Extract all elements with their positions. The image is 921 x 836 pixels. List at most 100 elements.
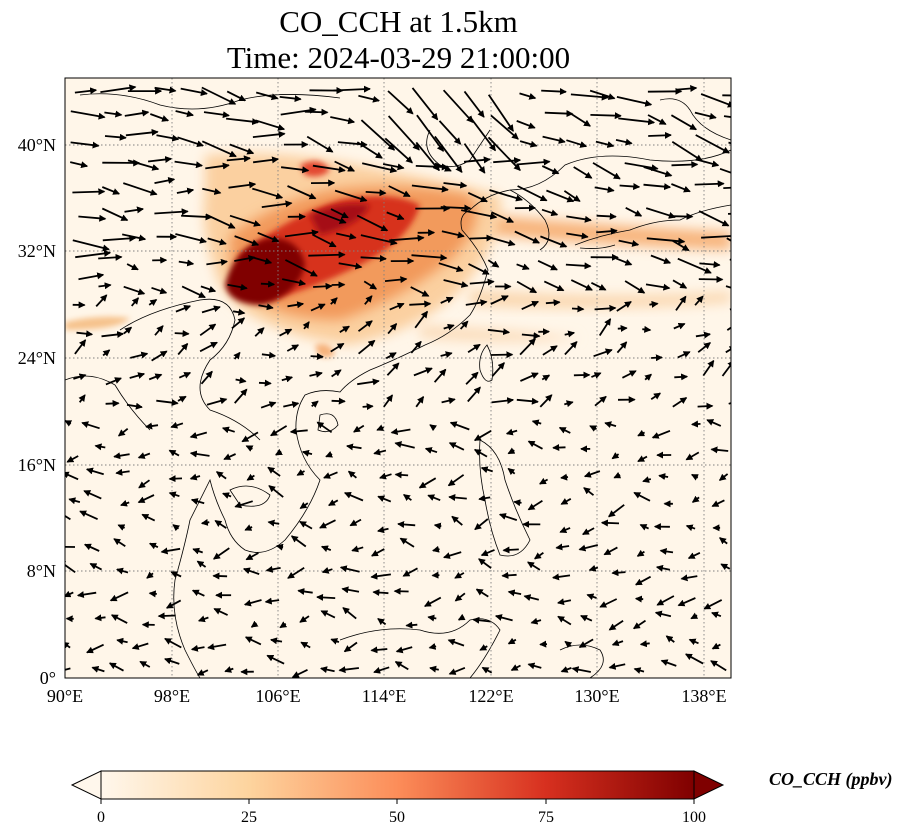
- wind-arrow: [255, 119, 286, 131]
- wind-arrow: [440, 351, 453, 359]
- wind-arrow: [487, 136, 521, 172]
- wind-arrow: [578, 544, 599, 552]
- wind-arrow: [611, 639, 624, 647]
- wind-arrow: [434, 162, 452, 172]
- wind-arrow: [252, 130, 286, 138]
- wind-arrow: [156, 399, 179, 407]
- wind-arrow: [680, 574, 698, 582]
- wind-arrow: [102, 349, 111, 357]
- wind-arrow: [154, 86, 177, 94]
- wind-arrow: [599, 598, 618, 608]
- wind-arrow: [703, 599, 723, 610]
- wind-arrow: [255, 91, 279, 101]
- wind-arrow: [333, 85, 371, 93]
- wind-arrow: [489, 189, 523, 202]
- wind-arrow: [644, 373, 652, 381]
- wind-arrow: [127, 159, 160, 171]
- wind-arrow: [468, 263, 490, 275]
- wind-arrow: [565, 262, 592, 270]
- wind-arrow: [595, 140, 615, 148]
- wind-arrow: [70, 110, 106, 120]
- wind-arrow: [197, 615, 209, 623]
- wind-arrow: [299, 615, 310, 623]
- wind-arrow: [349, 518, 362, 527]
- wind-arrow: [178, 259, 195, 267]
- wind-arrow: [323, 471, 338, 479]
- wind-arrow: [487, 328, 511, 336]
- wind-arrow: [81, 421, 100, 430]
- wind-arrow: [284, 259, 318, 277]
- wind-arrow: [222, 492, 232, 499]
- wind-arrow: [221, 426, 235, 434]
- wind-arrow: [215, 471, 227, 480]
- wind-arrow: [480, 549, 495, 557]
- wind-arrow: [660, 659, 677, 667]
- wind-arrow: [625, 207, 643, 217]
- wind-arrow: [386, 362, 400, 376]
- wind-arrow: [645, 283, 671, 291]
- wind-arrow: [189, 431, 208, 439]
- wind-arrow: [296, 469, 305, 476]
- wind-arrow: [137, 494, 155, 504]
- wind-arrow: [578, 638, 594, 648]
- wind-arrow: [636, 549, 645, 557]
- wind-arrow: [564, 640, 573, 649]
- wind-arrow: [343, 641, 358, 653]
- wind-arrow: [357, 378, 380, 386]
- wind-arrow: [519, 92, 537, 100]
- wind-arrow: [645, 207, 676, 219]
- wind-arrow: [72, 188, 106, 196]
- wind-arrow: [676, 85, 698, 92]
- wind-arrow: [418, 477, 437, 489]
- wind-arrow: [76, 330, 94, 338]
- wind-arrow: [719, 167, 731, 174]
- wind-arrow: [181, 213, 213, 221]
- wind-arrow: [320, 545, 332, 553]
- wind-arrow: [539, 477, 549, 485]
- wind-arrow: [694, 295, 704, 306]
- wind-arrow: [139, 660, 151, 668]
- northeast-coast: [659, 98, 731, 141]
- map-area: [65, 78, 731, 678]
- lat-tick-label: 32°N: [18, 241, 56, 261]
- wind-arrow: [416, 114, 445, 152]
- wind-arrow: [364, 295, 373, 305]
- wind-arrow: [299, 520, 313, 530]
- wind-arrow: [557, 598, 572, 606]
- wind-arrow: [397, 520, 416, 528]
- wind-arrow: [468, 115, 497, 152]
- wind-arrow: [116, 637, 128, 645]
- wind-arrow: [207, 643, 227, 651]
- wind-arrow: [360, 234, 398, 246]
- wind-arrow: [433, 368, 447, 383]
- wind-arrow: [639, 523, 649, 531]
- colorbar-extend-max: [693, 770, 725, 800]
- wind-arrow: [710, 660, 727, 672]
- wind-arrow: [78, 272, 105, 281]
- wind-arrow: [691, 420, 701, 428]
- wind-arrow: [330, 342, 345, 353]
- wind-arrow: [320, 666, 335, 674]
- wind-arrow: [615, 257, 633, 266]
- lon-tick-label: 98°E: [154, 686, 190, 706]
- wind-arrow: [583, 470, 601, 478]
- wind-arrow: [309, 370, 323, 378]
- wind-arrow: [502, 546, 519, 554]
- wind-arrow: [566, 110, 591, 127]
- wind-arrow: [411, 254, 448, 262]
- wind-arrow: [258, 303, 274, 311]
- wind-arrow: [677, 351, 691, 359]
- wind-arrow: [691, 495, 700, 503]
- wind-arrow: [414, 310, 429, 329]
- wind-arrow: [543, 280, 565, 292]
- wind-arrow: [514, 230, 541, 244]
- wind-arrow: [336, 232, 357, 240]
- wind-arrow: [330, 116, 356, 125]
- wind-arrow: [520, 372, 539, 382]
- wind-arrow: [615, 138, 633, 146]
- wind-arrow: [618, 117, 656, 126]
- wind-arrow: [300, 641, 311, 649]
- wind-arrow: [415, 141, 440, 172]
- coastlines: [65, 93, 731, 678]
- wind-arrow: [443, 181, 468, 189]
